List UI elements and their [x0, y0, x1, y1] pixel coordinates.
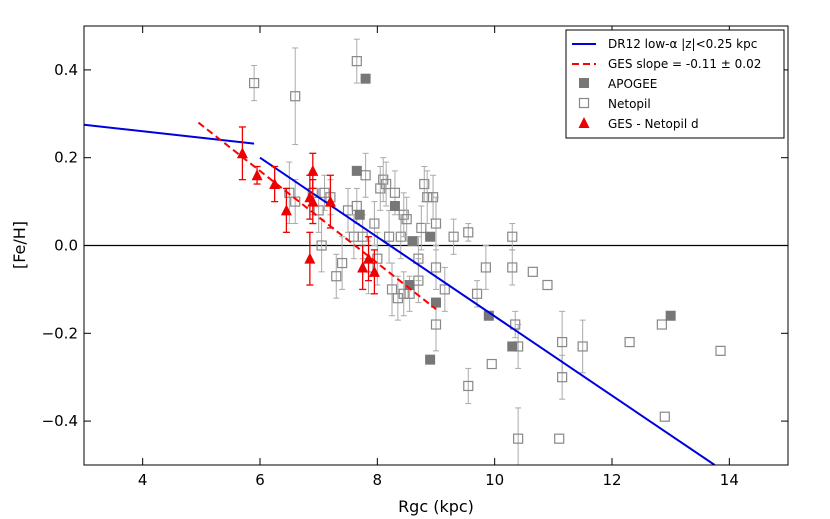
legend-label-netopil: Netopil [608, 97, 651, 111]
apogee-point [360, 73, 371, 84]
x-tick-label: 12 [602, 471, 621, 489]
legend-label-ges-netopil: GES - Netopil d [608, 117, 699, 131]
ges-point [269, 178, 281, 190]
apogee-point [389, 200, 400, 211]
ges-point [307, 164, 319, 176]
netopil-point [507, 262, 518, 273]
netopil-point [554, 433, 565, 444]
netopil-point [249, 77, 260, 89]
x-axis-label: Rgc (kpc) [398, 497, 474, 516]
netopil-point [348, 231, 359, 242]
ges-point [236, 147, 248, 159]
netopil-point [389, 187, 401, 198]
netopil-point [430, 262, 442, 273]
netopil-point [471, 288, 483, 299]
apogee-point [407, 236, 418, 247]
netopil-point [398, 288, 409, 299]
netopil-point [430, 218, 442, 229]
legend-symbol-ges-netopil [578, 117, 590, 128]
netopil-point [416, 222, 427, 234]
ges-point [357, 261, 369, 273]
y-axis-label: [Fe/H] [10, 221, 29, 269]
legend-symbol-netopil [578, 97, 590, 109]
netopil-point [351, 200, 362, 212]
legend-label-dr12: DR12 low-α |z|<0.25 kpc [608, 37, 757, 51]
x-tick-label: 8 [373, 471, 383, 489]
dr12-outer-line [84, 123, 255, 145]
netopil-point [422, 192, 433, 203]
x-tick-label: 4 [138, 471, 148, 489]
ges-point [304, 252, 316, 264]
netopil-point [369, 218, 380, 229]
apogee-point [507, 341, 518, 352]
netopil-point [381, 178, 392, 190]
legend-label-ges-slope: GES slope = -0.11 ± 0.02 [608, 57, 761, 71]
apogee-point [665, 310, 676, 321]
netopil-point [290, 196, 301, 207]
netopil-point [656, 319, 667, 330]
legend-symbol-apogee [579, 78, 589, 88]
ges-point [368, 265, 380, 277]
netopil-point [342, 205, 354, 216]
netopil-point [527, 266, 538, 277]
apogee-point [431, 297, 441, 308]
netopil-point [413, 253, 424, 264]
netopil-point [480, 262, 491, 273]
netopil-point [337, 257, 348, 269]
netopil-point [507, 231, 518, 242]
apogee-point [483, 310, 494, 321]
dr12-inner-line [259, 156, 716, 465]
legend-label-apogee: APOGEE [608, 77, 657, 91]
netopil-point [351, 56, 362, 67]
netopil-point [624, 336, 635, 348]
y-tick-label: 0.4 [54, 61, 78, 79]
netopil-point [715, 345, 726, 356]
netopil-point [439, 284, 450, 295]
netopil-point [386, 284, 398, 295]
ges-point [307, 195, 319, 207]
legend-box [565, 29, 785, 139]
ges-point [251, 169, 263, 181]
y-tick-label: 0.2 [54, 149, 78, 167]
y-tick-label: −0.2 [42, 324, 78, 342]
netopil-point [448, 231, 459, 242]
netopil-point [542, 279, 553, 291]
netopil-point [463, 227, 474, 238]
apogee-point [425, 354, 436, 365]
netopil-point [331, 271, 342, 282]
netopil-point [401, 214, 412, 225]
netopil-point [290, 91, 301, 102]
netopil-point [383, 231, 395, 242]
x-tick-label: 6 [255, 471, 265, 489]
netopil-point [659, 411, 670, 422]
netopil-point [316, 240, 327, 251]
apogee-point [351, 165, 362, 176]
ges-point [324, 195, 336, 207]
netopil-point [513, 433, 524, 444]
y-tick-label: −0.4 [42, 412, 78, 430]
y-tick-label: 0.0 [54, 237, 78, 255]
apogee-point [404, 280, 415, 291]
netopil-point [430, 319, 442, 330]
netopil-point [404, 288, 415, 299]
netopil-point [557, 372, 568, 383]
netopil-point [577, 341, 588, 352]
netopil-point [360, 170, 371, 181]
netopil-point [557, 336, 568, 348]
legend: DR12 low-α |z|<0.25 kpc GES slope = -0.1… [565, 29, 785, 139]
x-tick-label: 10 [485, 471, 504, 489]
netopil-point [486, 358, 497, 370]
apogee-point [425, 231, 436, 242]
plot-frame [83, 25, 789, 466]
ges-point [280, 204, 292, 216]
ges-point [363, 252, 375, 264]
x-tick-label: 14 [720, 471, 739, 489]
apogee-point [354, 209, 365, 220]
ges-slope-line [197, 121, 437, 310]
netopil-point [419, 178, 430, 190]
netopil-point [463, 380, 474, 392]
